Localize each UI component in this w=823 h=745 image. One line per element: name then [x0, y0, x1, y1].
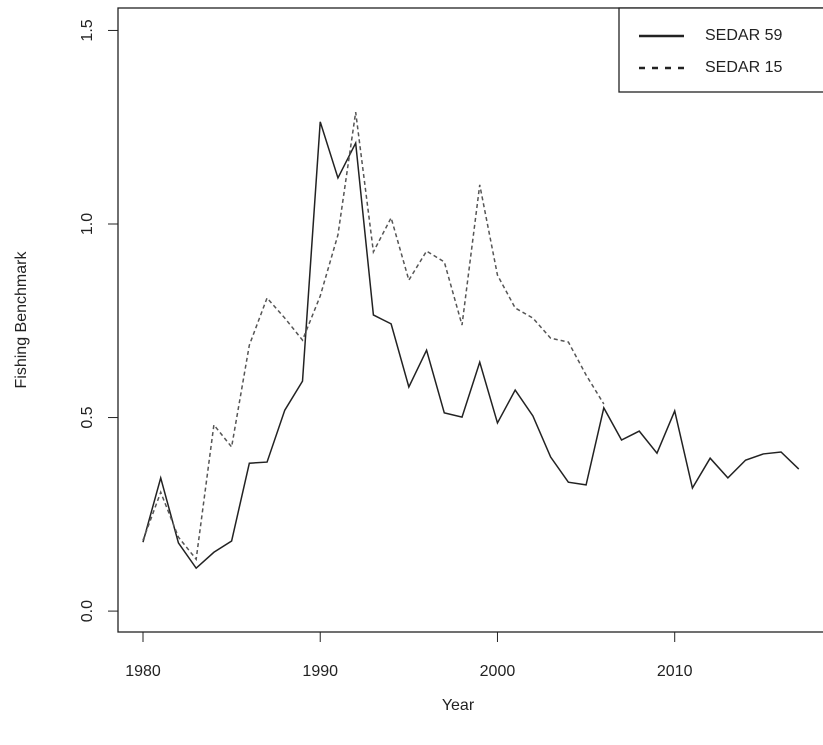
y-tick-label: 1.5 — [79, 19, 96, 41]
x-tick-label: 2010 — [657, 663, 693, 680]
series-line — [142, 121, 800, 570]
legend-box — [618, 7, 823, 93]
legend-label: SEDAR 59 — [705, 27, 782, 44]
x-tick-label: 1980 — [125, 663, 161, 680]
series-line — [142, 112, 605, 562]
x-tick-label: 2000 — [480, 663, 516, 680]
y-tick-label: 1.0 — [79, 213, 96, 235]
x-axis-label: Year — [442, 697, 475, 714]
y-tick-label: 0.0 — [79, 600, 96, 622]
y-axis-label: Fishing Benchmark — [13, 251, 30, 389]
plot-frame — [117, 7, 823, 633]
y-tick-label: 0.5 — [79, 406, 96, 428]
legend-label: SEDAR 15 — [705, 59, 782, 76]
x-tick-label: 1990 — [302, 663, 338, 680]
